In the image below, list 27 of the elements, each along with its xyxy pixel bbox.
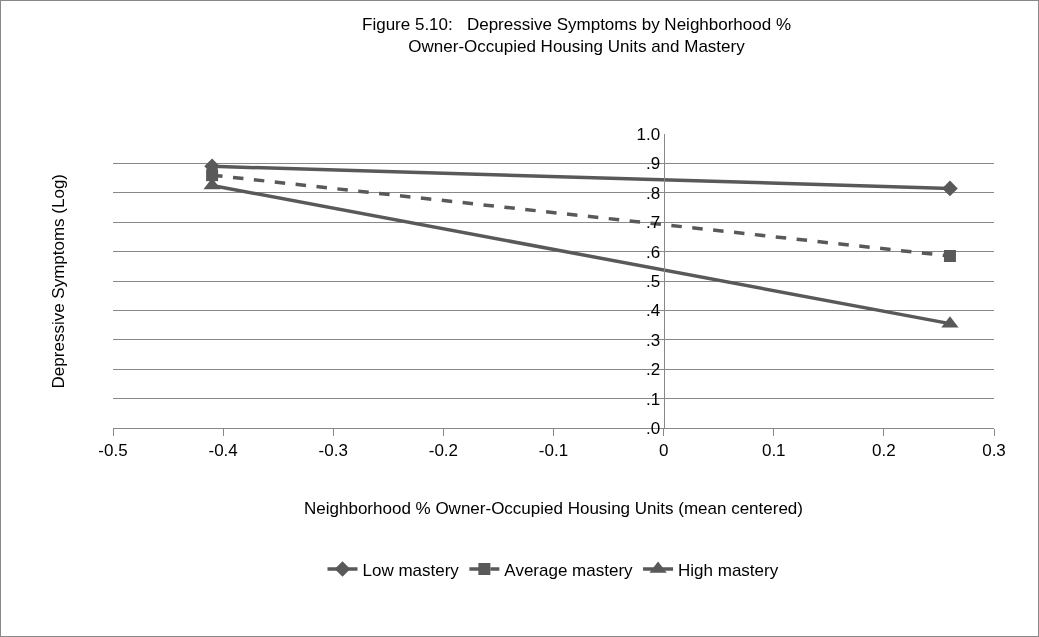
point <box>942 180 958 197</box>
x-tick-label: 0 <box>658 441 669 461</box>
y-tick-label: 1.0 <box>636 124 661 144</box>
legend-label: Average mastery <box>504 560 634 580</box>
point <box>943 250 956 263</box>
x-tick-label: -0.5 <box>98 441 128 461</box>
y-tick-label: .3 <box>646 330 661 350</box>
y-tick-label: .4 <box>646 301 661 321</box>
y-tick-label: .2 <box>646 360 661 380</box>
x-axis-title: Neighborhood % Owner-Occupied Housing Units (mean centered) <box>304 498 803 518</box>
y-tick-label: .8 <box>646 183 661 203</box>
x-tick-label: 0.2 <box>872 441 896 461</box>
x-tick-label: -0.2 <box>428 441 459 461</box>
x-tick-label: 0.1 <box>761 441 786 461</box>
x-tick-label: -0.3 <box>318 441 348 461</box>
y-axis-title: Depressive Symptoms (Log) <box>49 173 69 389</box>
legend-label: High mastery <box>678 560 779 580</box>
y-tick-label: .1 <box>646 389 661 409</box>
legend-label: Low mastery <box>362 560 460 580</box>
y-tick-label: .9 <box>646 154 661 174</box>
chart-title: Figure 5.10: Depressive Symptoms by Neighborhood % Owner-Occupied Housing Units and Mastery <box>362 14 792 56</box>
y-tick-label: .0 <box>646 418 661 438</box>
x-tick-label: -0.4 <box>208 441 238 461</box>
x-tick-label: -0.1 <box>538 441 569 461</box>
y-tick-label: .6 <box>646 242 661 262</box>
y-tick-label: .5 <box>646 271 661 291</box>
x-tick-label: 0.3 <box>982 441 1006 461</box>
